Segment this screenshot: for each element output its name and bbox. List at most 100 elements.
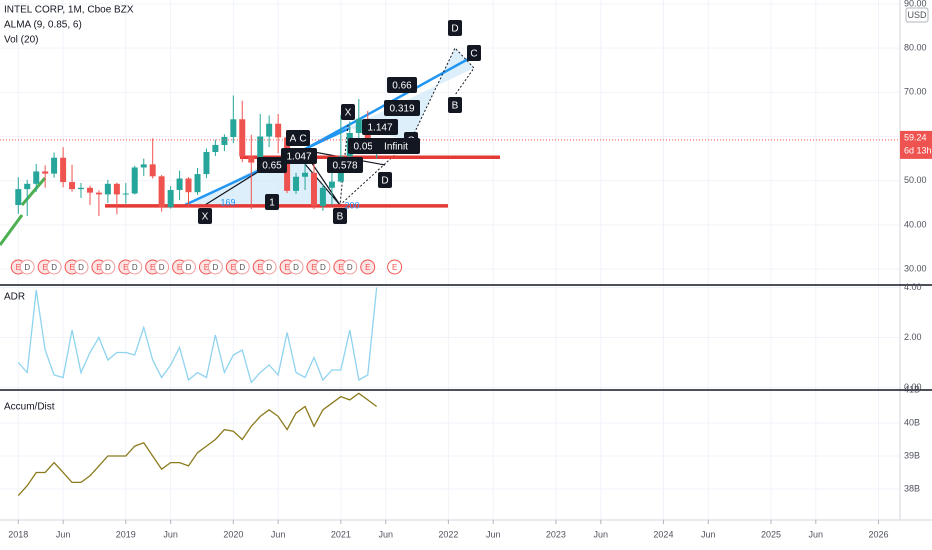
x-tick-label: Jun	[593, 529, 608, 539]
candle-body	[221, 136, 228, 145]
candle-body	[319, 187, 326, 206]
earnings-marker	[387, 259, 403, 275]
x-tick-label: 2018	[8, 529, 28, 539]
annotation: C	[470, 49, 477, 60]
candle-body	[194, 174, 201, 193]
candle-body	[77, 187, 84, 190]
annotation: 0.059	[353, 142, 378, 153]
dividend-label: D	[266, 263, 272, 272]
earnings-label: E	[338, 263, 343, 272]
currency-box[interactable]	[905, 7, 929, 23]
annotation: 0.319	[389, 104, 414, 115]
candle-body	[69, 182, 76, 190]
x-tick-label: Jun	[378, 529, 393, 539]
earnings-label: E	[42, 263, 47, 272]
y-tick-label: 70.00	[904, 87, 927, 97]
dividend-marker	[342, 259, 358, 275]
annotation-box	[448, 97, 462, 113]
annotation: 0.66	[392, 81, 412, 92]
dividend-label: D	[51, 263, 57, 272]
x-tick-label: 2026	[868, 529, 888, 539]
annotation-box	[333, 208, 347, 224]
candle-body	[87, 187, 93, 193]
candle-body	[104, 183, 111, 195]
dividend-marker	[100, 259, 116, 275]
earnings-label: E	[365, 263, 370, 272]
annotation: D	[381, 176, 388, 187]
y-tick-label: 50.00	[904, 175, 927, 185]
candle-body	[167, 190, 174, 208]
candle-body	[113, 183, 120, 195]
annotation: 200	[344, 200, 359, 210]
candle-body	[149, 164, 156, 177]
y-tick-label: 39B	[904, 450, 920, 460]
annotation-box	[448, 20, 462, 36]
y-tick-label: 90.00	[904, 0, 927, 8]
x-tick-label: Jun	[163, 529, 178, 539]
candle-body	[355, 118, 362, 133]
x-tick-label: 2022	[438, 529, 458, 539]
dividend-marker	[19, 259, 35, 275]
x-tick-label: Jun	[271, 529, 286, 539]
dividend-label: D	[347, 263, 353, 272]
annotation: 0.578	[332, 161, 357, 172]
pattern-fill	[348, 48, 474, 140]
y-tick-label: 4.00	[904, 282, 922, 292]
candle-body	[257, 136, 264, 163]
candle-body	[328, 181, 335, 188]
x-tick-label: 2025	[761, 529, 781, 539]
indicator-label: ALMA (9, 0.85, 6)	[4, 20, 82, 31]
trend-line	[0, 214, 24, 246]
dividend-marker	[46, 259, 62, 275]
candle-body	[185, 178, 192, 193]
dividend-marker	[127, 259, 143, 275]
annotation: Infinit	[384, 142, 408, 153]
candle-body	[122, 193, 129, 195]
pane-title: ADR	[4, 292, 25, 303]
indicator-line	[17, 287, 378, 384]
price-box	[900, 130, 932, 159]
currency: USD	[907, 10, 927, 20]
candle-body	[239, 119, 246, 157]
dividend-label: D	[105, 263, 111, 272]
candle-body	[33, 171, 40, 184]
candle-body	[176, 178, 183, 190]
dividend-marker	[73, 259, 89, 275]
marks: EEEEEEEEEEEEEEEDDDDDDDDDDDDDXACBDXCDCB0.…	[0, 20, 900, 497]
dividend-marker	[180, 259, 196, 275]
annotation: A	[290, 134, 297, 145]
x-tick-label: Jun	[809, 529, 824, 539]
trend-line	[20, 177, 47, 206]
candle-body	[293, 176, 300, 191]
dividend-label: D	[78, 263, 84, 272]
chart-title: INTEL CORP, 1M, Cboe BZX	[4, 5, 134, 16]
dividend-label: D	[239, 263, 245, 272]
dividend-marker	[288, 259, 304, 275]
candle-body	[248, 156, 255, 163]
annotation: X	[202, 212, 209, 223]
earnings-label: E	[284, 263, 289, 272]
annotation: 1.147	[367, 123, 392, 134]
x-tick-label: 2019	[116, 529, 136, 539]
annotation: 1.047	[286, 152, 311, 163]
annotation-box	[362, 119, 398, 135]
annotation-box	[378, 172, 392, 188]
annotation: X	[345, 108, 352, 119]
dividend-marker	[154, 259, 170, 275]
x-tick-label: 2020	[223, 529, 243, 539]
x-tick-label: Jun	[486, 529, 501, 539]
x-tick-label: 2021	[331, 529, 351, 539]
earnings-label: E	[204, 263, 209, 272]
candle-body	[51, 157, 58, 174]
dividend-label: D	[159, 263, 165, 272]
candle-body	[284, 137, 291, 191]
indicator-line	[17, 392, 378, 497]
annotation-box	[265, 194, 279, 210]
candle-body	[131, 167, 138, 194]
earnings-label: E	[311, 263, 316, 272]
earnings-label: E	[392, 263, 397, 272]
annotation-box	[384, 100, 420, 116]
annotation: D	[451, 24, 458, 35]
